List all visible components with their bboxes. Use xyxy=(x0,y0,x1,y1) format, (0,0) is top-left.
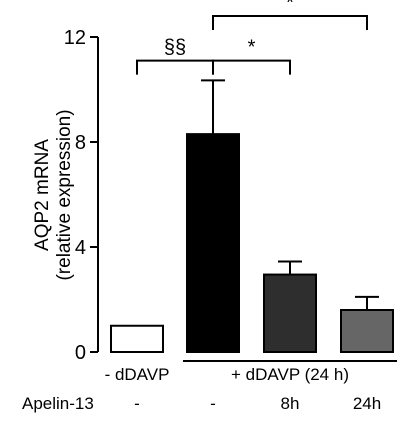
significance-bracket xyxy=(136,59,214,75)
y-axis-title-line1: AQP2 mRNA xyxy=(32,139,53,251)
apelin-value: 24h xyxy=(353,394,381,413)
y-axis-ticks: 0 4 8 12 xyxy=(64,27,98,364)
apelin-row-label: Apelin-13 xyxy=(22,394,94,413)
bar xyxy=(110,324,164,353)
y-tick-label: 0 xyxy=(75,342,86,364)
group-labels: - dDAVP + dDAVP (24 h) xyxy=(105,360,397,384)
bar xyxy=(186,133,240,353)
y-axis-title-line2: (relative expression) xyxy=(54,109,75,280)
significance-label: * xyxy=(286,0,294,14)
apelin-row-values: - - 8h 24h xyxy=(134,394,381,413)
bar xyxy=(340,309,394,353)
group-label: + dDAVP (24 h) xyxy=(231,365,349,384)
significance-bracket xyxy=(212,15,368,30)
bars xyxy=(110,79,394,353)
group-label: - dDAVP xyxy=(105,365,170,384)
bar xyxy=(263,273,317,353)
significance-label: §§ xyxy=(164,37,186,59)
significance-bracket xyxy=(212,59,291,75)
y-axis-title: AQP2 mRNA (relative expression) xyxy=(32,109,75,280)
y-tick-label: 4 xyxy=(75,237,86,259)
y-tick-label: 12 xyxy=(64,27,86,49)
y-tick-label: 8 xyxy=(75,132,86,154)
significance-label: * xyxy=(248,37,256,59)
apelin-value: - xyxy=(134,394,140,413)
significance-brackets: §§ * * xyxy=(136,0,368,75)
apelin-value: - xyxy=(210,394,216,413)
apelin-value: 8h xyxy=(281,394,300,413)
